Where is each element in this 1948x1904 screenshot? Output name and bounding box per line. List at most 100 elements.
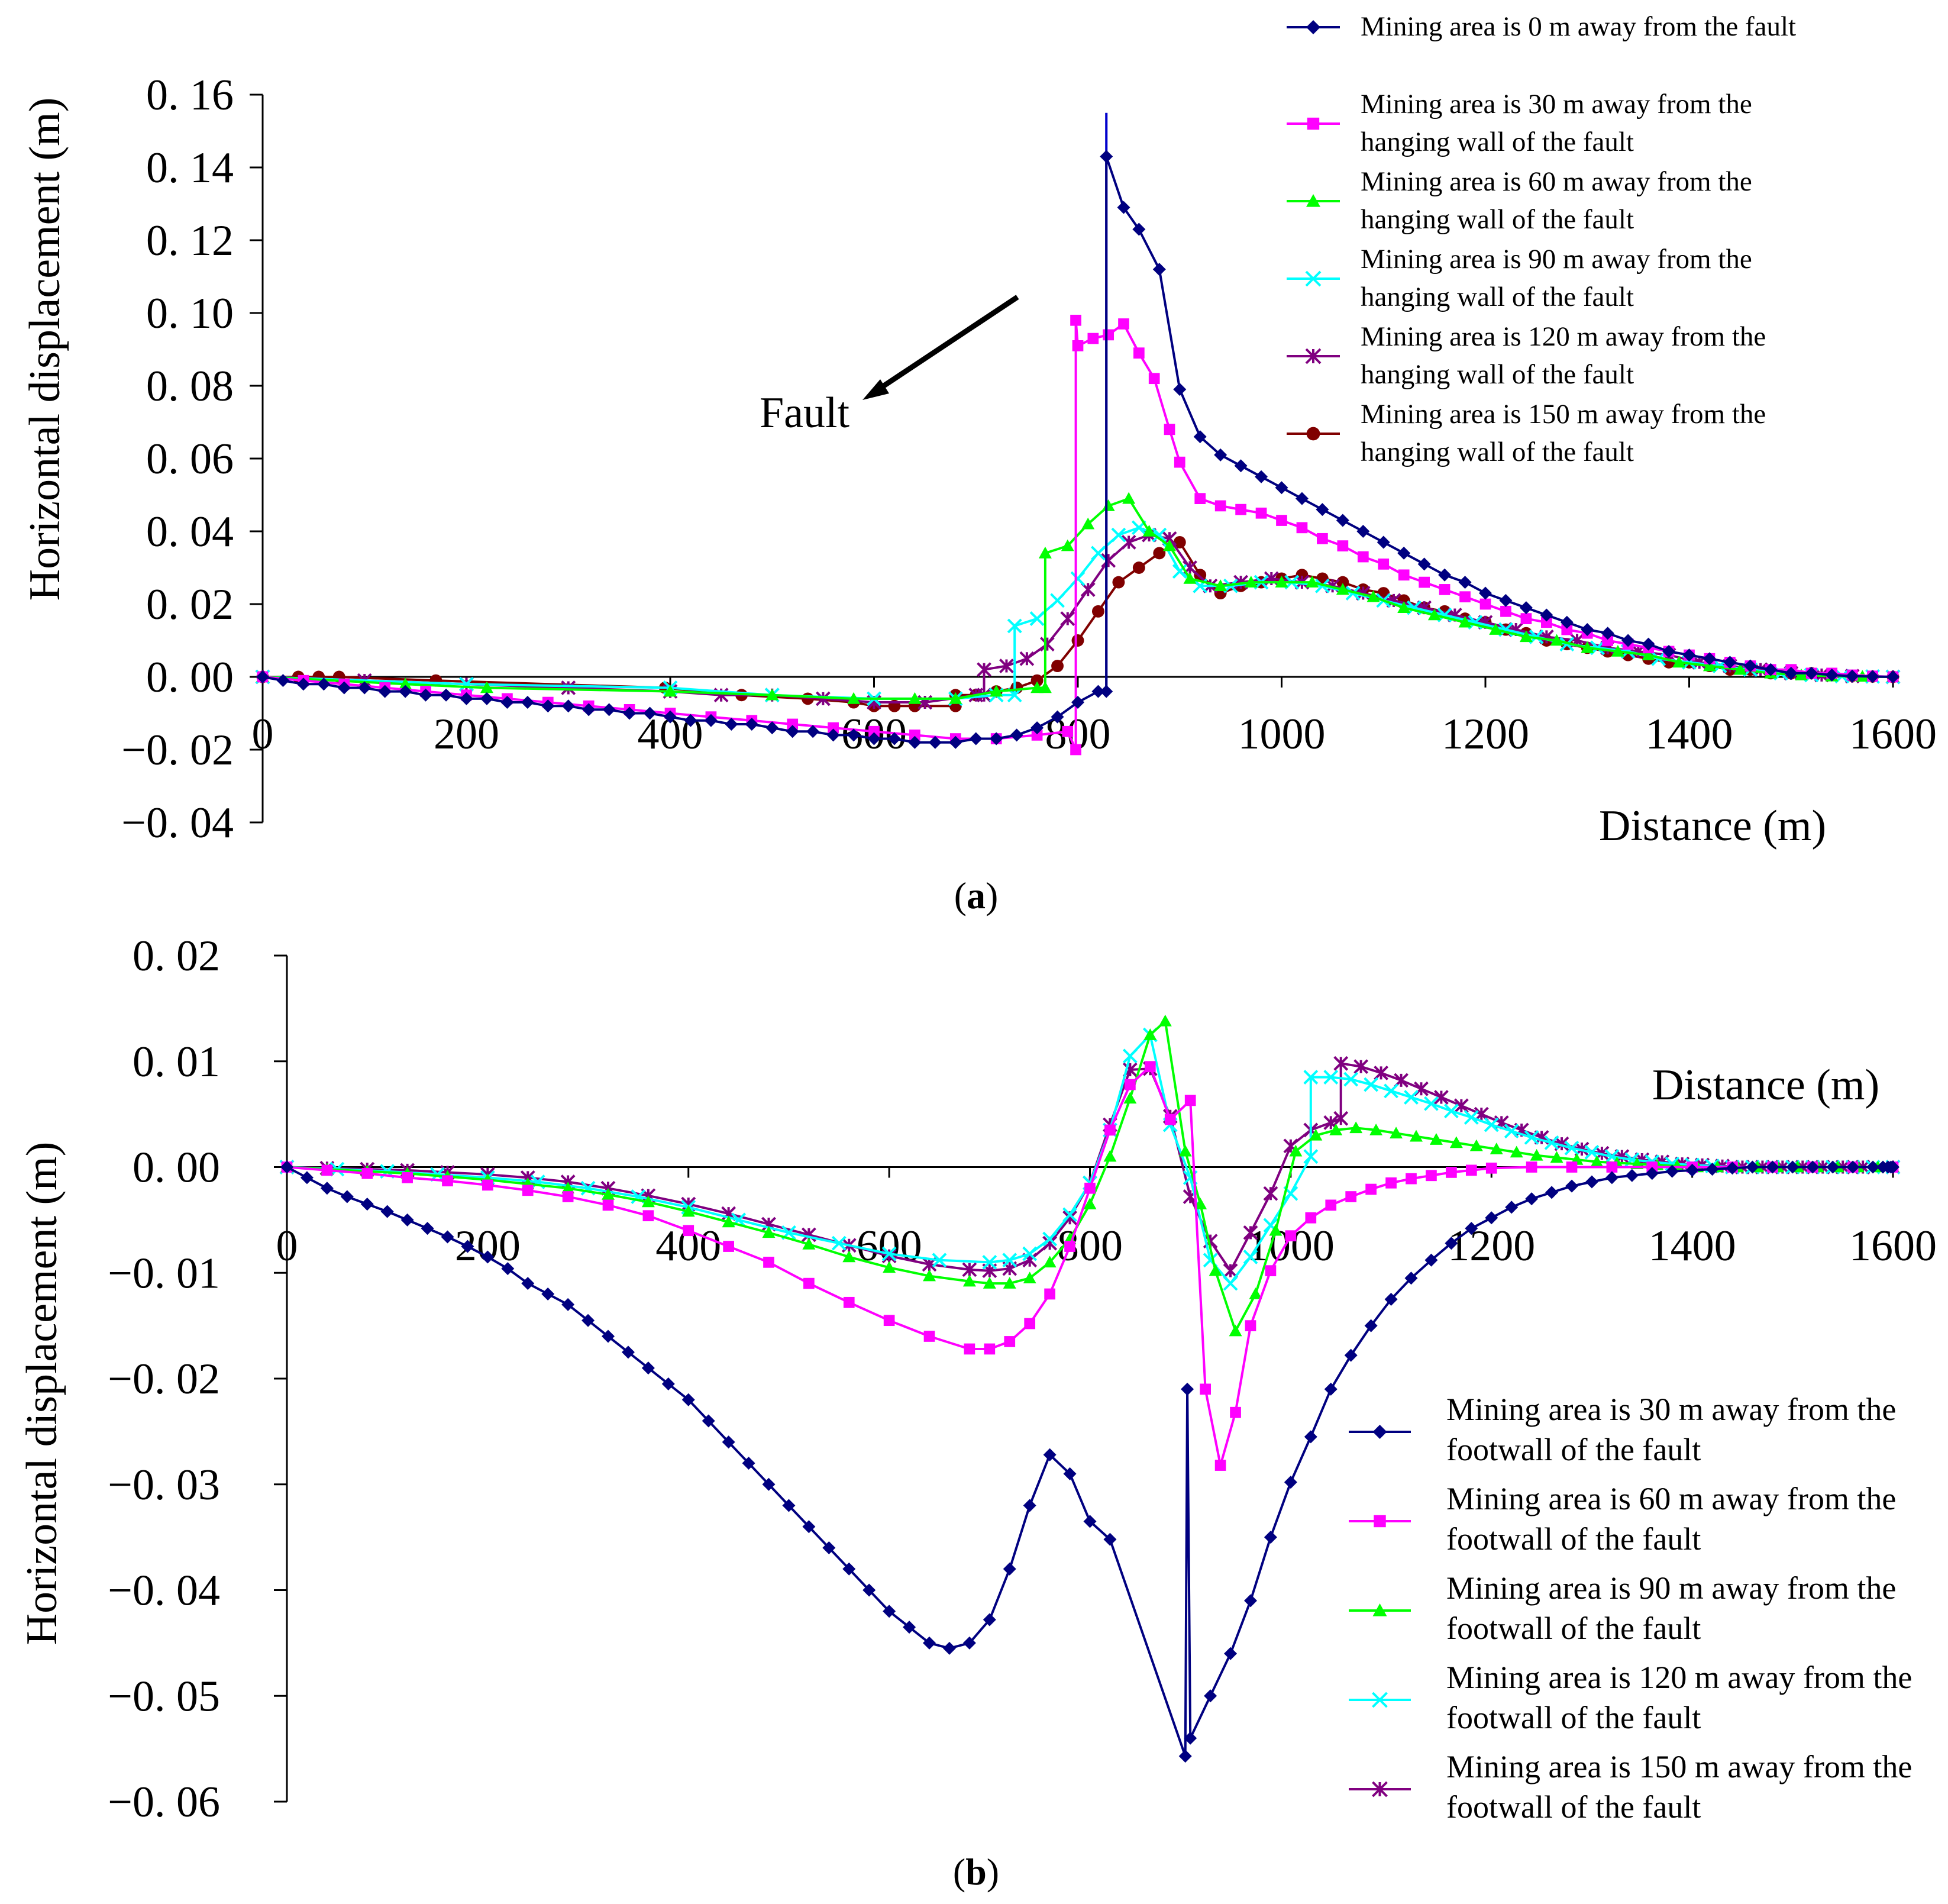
data-point bbox=[782, 1499, 796, 1512]
legend-marker bbox=[1372, 1781, 1388, 1797]
data-point bbox=[1825, 668, 1839, 682]
data-point bbox=[1122, 1048, 1138, 1064]
data-point bbox=[1265, 1265, 1277, 1277]
data-point bbox=[1125, 1079, 1136, 1090]
legend-label: Mining area is 30 m away from the bbox=[1361, 89, 1752, 120]
data-point bbox=[320, 1182, 334, 1195]
y-tick-label: −0. 01 bbox=[108, 1249, 220, 1298]
data-point bbox=[1103, 1532, 1117, 1546]
data-point bbox=[881, 1248, 897, 1264]
data-point bbox=[1805, 666, 1818, 680]
data-point bbox=[1019, 651, 1035, 666]
data-point bbox=[340, 1190, 354, 1203]
data-point bbox=[883, 1261, 896, 1273]
x-tick-label: 0 bbox=[252, 710, 274, 759]
data-point bbox=[1662, 644, 1676, 658]
legend-item: Mining area is 120 m away from the footwa… bbox=[1349, 1660, 1912, 1735]
data-point bbox=[1083, 1198, 1097, 1209]
data-point bbox=[1275, 576, 1288, 588]
data-point bbox=[1504, 1124, 1519, 1139]
data-point bbox=[1642, 648, 1655, 660]
y-tick-label: −0. 02 bbox=[121, 726, 234, 774]
data-point bbox=[1071, 634, 1084, 647]
data-point bbox=[928, 735, 942, 749]
data-point bbox=[400, 1213, 414, 1227]
data-point bbox=[602, 1329, 615, 1343]
series-1 bbox=[256, 150, 1899, 749]
data-point bbox=[1645, 1167, 1659, 1180]
data-point bbox=[702, 1414, 715, 1428]
legend-label: hanging wall of the fault bbox=[1361, 359, 1634, 390]
y-tick-label: 0. 04 bbox=[146, 508, 234, 556]
data-point bbox=[1194, 493, 1206, 504]
data-point bbox=[1764, 663, 1778, 676]
data-point bbox=[787, 718, 799, 730]
x-tick-label: 1600 bbox=[1849, 710, 1937, 759]
panel-b-caption-label: b bbox=[965, 1851, 987, 1893]
data-point bbox=[802, 1520, 816, 1534]
data-point bbox=[1723, 656, 1737, 669]
legend-label: Mining area is 60 m away from the bbox=[1361, 166, 1752, 197]
data-point bbox=[1866, 670, 1879, 683]
data-point bbox=[1550, 1151, 1563, 1163]
data-point bbox=[1642, 637, 1655, 651]
data-point bbox=[1181, 1382, 1194, 1396]
data-point bbox=[623, 706, 637, 720]
data-point bbox=[664, 685, 677, 697]
data-point bbox=[1173, 536, 1186, 548]
data-point bbox=[1794, 668, 1808, 680]
legend-label: Mining area is 150 m away from the bbox=[1361, 399, 1766, 430]
data-point bbox=[1581, 641, 1594, 653]
data-point bbox=[1333, 1056, 1349, 1071]
data-point bbox=[1520, 613, 1532, 624]
data-point bbox=[1560, 615, 1574, 629]
data-point bbox=[1100, 150, 1113, 163]
data-point bbox=[1490, 1143, 1503, 1154]
panel-a-series bbox=[255, 112, 1901, 756]
x-tick-label: 1000 bbox=[1238, 710, 1326, 759]
data-point bbox=[1424, 1096, 1439, 1111]
data-point bbox=[1336, 576, 1349, 589]
data-point bbox=[1243, 1250, 1258, 1264]
y-tick-label: 0. 02 bbox=[146, 580, 234, 629]
data-point bbox=[842, 1562, 856, 1576]
y-tick-label: 0. 00 bbox=[133, 1144, 220, 1192]
data-point bbox=[765, 721, 779, 735]
data-point bbox=[1540, 608, 1553, 622]
data-point bbox=[642, 1210, 654, 1222]
data-point bbox=[661, 1377, 675, 1390]
data-point bbox=[722, 1215, 735, 1228]
data-point bbox=[1173, 383, 1187, 396]
data-point bbox=[1353, 1059, 1369, 1074]
legend-label: footwall of the fault bbox=[1446, 1700, 1701, 1735]
data-point bbox=[1010, 728, 1023, 742]
x-tick-label: 1400 bbox=[1646, 710, 1733, 759]
data-point bbox=[1183, 572, 1197, 584]
data-point bbox=[501, 1262, 515, 1276]
data-point bbox=[399, 677, 412, 690]
data-point bbox=[1429, 1133, 1443, 1145]
data-point bbox=[1886, 1160, 1899, 1174]
data-point bbox=[1349, 1121, 1363, 1134]
data-point bbox=[806, 725, 820, 738]
data-point bbox=[1103, 1150, 1117, 1162]
legend-item: Mining area is 0 m away from the fault bbox=[1287, 11, 1796, 42]
data-point bbox=[440, 688, 453, 702]
data-point bbox=[1336, 514, 1349, 527]
data-point bbox=[1356, 525, 1370, 538]
x-tick-label: 1200 bbox=[1442, 710, 1529, 759]
data-point bbox=[1438, 568, 1452, 582]
data-point bbox=[1469, 1139, 1483, 1151]
data-point bbox=[1122, 492, 1136, 504]
data-point bbox=[1541, 617, 1552, 628]
data-point bbox=[1784, 666, 1798, 680]
legend-item: Mining area is 60 m away from the hanging… bbox=[1287, 166, 1752, 235]
data-point bbox=[1063, 1467, 1077, 1480]
data-point bbox=[1479, 598, 1491, 610]
data-point bbox=[1275, 481, 1288, 495]
data-point bbox=[1465, 1222, 1478, 1235]
data-point bbox=[1243, 1225, 1258, 1240]
data-point bbox=[684, 714, 697, 727]
data-point bbox=[1132, 222, 1146, 236]
